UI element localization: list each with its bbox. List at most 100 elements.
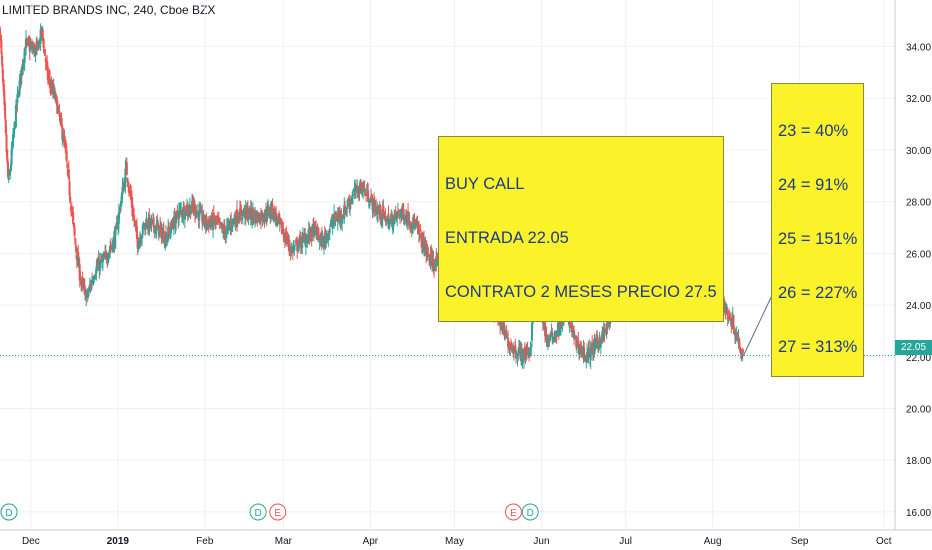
- candle-body: [6, 161, 9, 178]
- candle-body: [372, 198, 375, 214]
- candle-body: [375, 206, 378, 214]
- candle-body: [368, 204, 371, 207]
- candle-body: [400, 212, 403, 214]
- candle-body: [388, 221, 391, 229]
- candle-body: [504, 329, 507, 332]
- candle-body: [209, 219, 212, 224]
- candle-body: [546, 340, 549, 345]
- candle-body: [58, 111, 61, 117]
- candle-body: [160, 226, 163, 240]
- dividend-marker-label: D: [255, 508, 262, 519]
- candle-body: [333, 212, 336, 221]
- candle-body: [578, 346, 581, 356]
- candle-body: [142, 225, 145, 227]
- candle-body: [514, 345, 517, 354]
- candle-body: [525, 352, 528, 357]
- candle-body: [119, 208, 122, 210]
- candle-body: [165, 237, 168, 246]
- candle-body: [510, 348, 513, 351]
- candle-body: [409, 221, 412, 226]
- candle-body: [250, 206, 253, 218]
- candle-body: [294, 242, 297, 244]
- candle-body: [403, 221, 406, 224]
- candle-body: [388, 220, 391, 222]
- candle-body: [190, 209, 193, 214]
- candle-body: [516, 357, 519, 359]
- candle-body: [279, 218, 282, 223]
- candle-body: [137, 246, 140, 250]
- candle-body: [362, 183, 365, 192]
- candle-body: [230, 226, 233, 230]
- candle-body: [106, 258, 109, 262]
- candle-body: [252, 209, 255, 216]
- candle-body: [101, 259, 104, 263]
- candle-body: [99, 261, 102, 271]
- candle-body: [30, 45, 33, 49]
- candle-body: [575, 335, 578, 348]
- candle-body: [344, 208, 347, 214]
- candle-body: [288, 247, 291, 249]
- candle-body: [201, 221, 204, 223]
- candle-body: [422, 235, 425, 239]
- candle-body: [24, 47, 27, 50]
- candle-body: [128, 188, 131, 191]
- y-tick-label: 16.00: [906, 508, 931, 519]
- candle-body: [584, 358, 587, 360]
- trade-note[interactable]: BUY CALL ENTRADA 22.05 CONTRATO 2 MESES …: [438, 136, 724, 322]
- candle-body: [175, 211, 178, 224]
- candle-body: [275, 214, 278, 219]
- candle-body: [600, 338, 603, 344]
- dividend-marker: [0, 503, 18, 521]
- candle-body: [359, 180, 362, 194]
- candle-body: [251, 210, 254, 222]
- dividend-marker-label: D: [5, 508, 12, 519]
- candle-body: [141, 234, 144, 238]
- candle-body: [607, 319, 610, 328]
- candle-body: [373, 201, 376, 213]
- candle-body: [426, 246, 429, 252]
- x-tick-label: 2019: [107, 536, 130, 547]
- candle-body: [143, 222, 146, 227]
- candle-body: [267, 206, 270, 208]
- candle-body: [377, 208, 380, 210]
- candle-body: [499, 319, 502, 327]
- candle-body: [35, 43, 38, 51]
- candle-body: [179, 208, 182, 210]
- candle-body: [394, 210, 397, 216]
- candle-body: [340, 214, 343, 221]
- candle-body: [124, 168, 127, 188]
- candle-body: [27, 41, 30, 44]
- candle-body: [313, 224, 316, 236]
- candle-body: [54, 94, 57, 98]
- candle-body: [741, 350, 744, 360]
- candle-body: [66, 163, 69, 169]
- candle-body: [77, 251, 80, 266]
- returns-note[interactable]: 23 = 40% 24 = 91% 25 = 151% 26 = 227% 27…: [771, 83, 865, 377]
- candle-body: [604, 332, 607, 334]
- candle-body: [282, 229, 285, 235]
- candle-body: [46, 60, 49, 67]
- candle-body: [292, 247, 295, 252]
- candle-body: [167, 226, 170, 241]
- candle-body: [0, 40, 3, 55]
- candle-body: [61, 125, 64, 140]
- candle-body: [529, 348, 532, 351]
- candle-body: [319, 236, 322, 240]
- candle-body: [178, 210, 181, 219]
- candle-body: [56, 107, 59, 112]
- candle-body: [12, 134, 15, 147]
- candle-body: [523, 349, 526, 361]
- candle-body: [143, 227, 146, 229]
- candle-body: [92, 280, 95, 283]
- candle-body: [412, 216, 415, 224]
- candle-body: [410, 224, 413, 228]
- candle-body: [221, 227, 224, 229]
- candle-body: [95, 266, 98, 274]
- candle-body: [131, 204, 134, 215]
- candle-body: [206, 222, 209, 227]
- trade-note-line: CONTRATO 2 MESES PRECIO 27.5: [445, 283, 717, 301]
- candle-body: [288, 241, 291, 248]
- y-axis: 16.00 18.00 20.00 22.00 24.00 26.00 28.00 30.00…: [906, 43, 931, 519]
- candle-body: [727, 319, 730, 321]
- candle-body: [214, 215, 217, 222]
